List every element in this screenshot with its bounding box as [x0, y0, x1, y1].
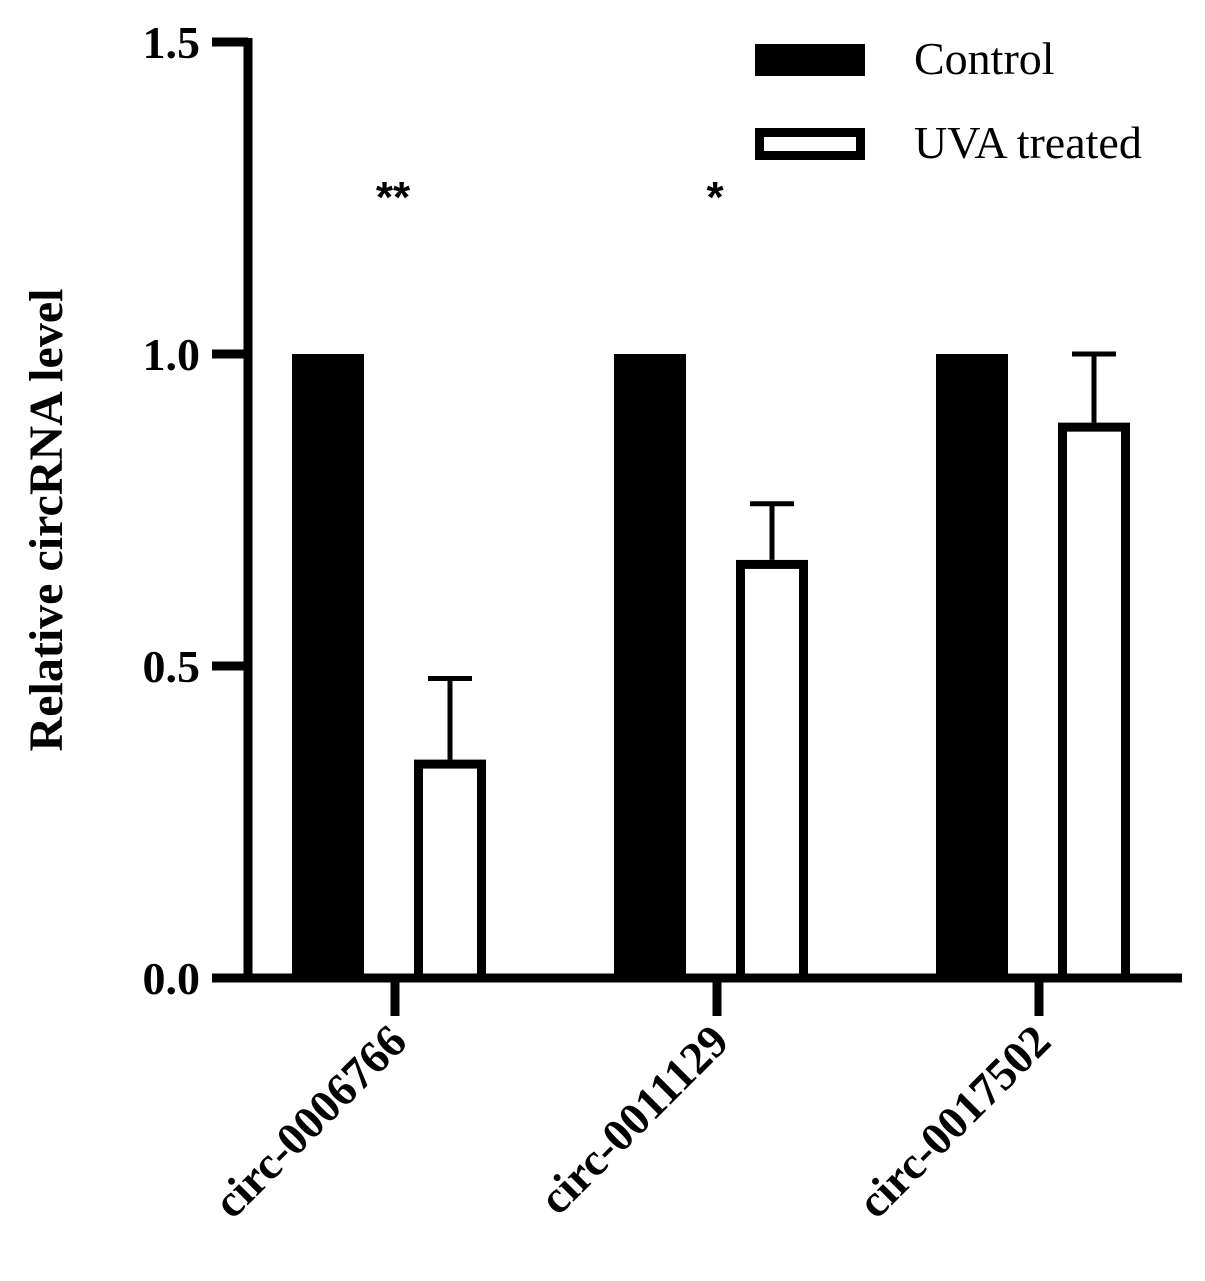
bar-uva-treated: [414, 759, 486, 983]
bar-uva-treated: [736, 559, 808, 983]
y-tick-label: 1.5: [143, 17, 201, 68]
bar-control: [292, 354, 364, 978]
x-tick-label: circ-0006766: [204, 1015, 417, 1228]
axes: 0.0 0.5 1.0 1.5 Relative circRNA level: [20, 17, 1182, 1016]
legend-label: UVA treated: [914, 117, 1142, 168]
legend-swatch-uva-treated: [755, 128, 865, 160]
significance-mark: *: [706, 173, 724, 222]
bar-control: [936, 354, 1008, 978]
x-tick-label: circ-0011129: [529, 1015, 738, 1224]
legend: Control UVA treated: [755, 33, 1142, 168]
legend-swatch-control: [755, 44, 865, 76]
bar-control: [614, 354, 686, 978]
legend-label: Control: [914, 33, 1055, 84]
y-tick-label: 0.0: [143, 953, 201, 1004]
bars: [292, 351, 1130, 983]
y-tick-label: 1.0: [143, 329, 201, 380]
significance-mark: **: [376, 173, 411, 222]
y-tick-label: 0.5: [143, 641, 201, 692]
bar-uva-treated: [1058, 422, 1130, 983]
x-tick-label: circ-0017502: [848, 1015, 1061, 1228]
y-axis-title: Relative circRNA level: [20, 289, 73, 752]
